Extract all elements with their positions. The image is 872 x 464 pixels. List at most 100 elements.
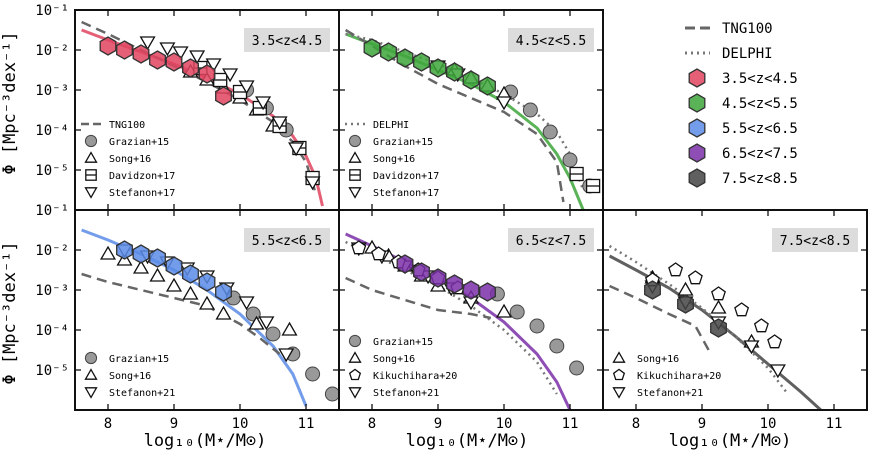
data-point — [198, 64, 216, 84]
data-point — [569, 166, 584, 182]
legend-label: Davidzon+17 — [109, 171, 175, 182]
data-point — [222, 68, 239, 83]
data-point — [132, 44, 150, 64]
x-axis-label-1: log₁₀(M⋆/M⊙) — [144, 431, 267, 451]
legend-entry: 6.5<z<7.5 — [688, 143, 798, 163]
y-tick-label: 10⁻¹ — [35, 203, 69, 219]
data-point — [238, 80, 255, 95]
panels: 10⁻¹ 10⁻² 10⁻³ 10⁻⁴ 10⁻⁵ 3.5<z<4.5 TNG100 Grazi… — [35, 3, 868, 432]
legend-hexagon — [688, 68, 706, 88]
data-point — [495, 303, 513, 318]
y-tick-label: 10⁻² — [35, 243, 69, 259]
data-point — [371, 246, 387, 261]
legend-marker — [612, 368, 626, 381]
data-point — [149, 50, 166, 70]
data-point — [182, 264, 199, 284]
data-point — [139, 36, 156, 51]
series-this-work — [396, 254, 496, 302]
data-point — [446, 62, 463, 82]
data-point — [549, 338, 565, 354]
legend-marker — [84, 351, 98, 365]
tng100-curve — [345, 276, 492, 320]
data-point — [479, 76, 496, 96]
data-point — [182, 285, 199, 300]
legend-marker — [84, 387, 98, 399]
data-point — [743, 340, 760, 355]
delphi-curve — [345, 240, 558, 395]
panel-3: 8 9 10 11 10⁻¹ 10⁻² 10⁻³ 10⁻⁴ 10⁻⁵ 5.5<z<6.5 Grazi… — [35, 203, 340, 432]
data-point — [281, 321, 298, 336]
plot-area — [81, 20, 324, 207]
x-tick-label: 11 — [298, 416, 315, 432]
series-this-work — [99, 36, 232, 106]
plot-area — [344, 232, 585, 410]
legend-label: DELPHI — [373, 120, 409, 131]
legend-label: Davidzon+17 — [373, 171, 439, 182]
data-point — [413, 262, 430, 282]
legend-marker — [612, 351, 626, 363]
legend-hexagon — [688, 118, 706, 138]
x-tick-label: 9 — [434, 416, 442, 432]
data-point — [99, 36, 117, 56]
series-this-work — [116, 240, 232, 302]
data-point — [753, 318, 769, 333]
data-point — [182, 58, 199, 78]
redshift-box — [244, 28, 330, 52]
legend-label: Song+16 — [109, 154, 151, 165]
series-song-16 — [99, 245, 298, 336]
plot-area — [608, 244, 822, 410]
data-point — [215, 282, 232, 302]
series-grazian-15 — [225, 290, 339, 402]
data-point — [462, 280, 480, 300]
series-this-work — [644, 280, 727, 338]
legend-marker — [348, 387, 362, 399]
x-tick-label: 10 — [760, 416, 777, 432]
legend-marker — [84, 368, 98, 380]
data-point — [446, 274, 463, 294]
data-point — [396, 48, 414, 68]
data-point — [258, 316, 275, 331]
legend-hexagon — [688, 143, 706, 163]
data-point — [495, 96, 513, 111]
legend-hexagon — [688, 168, 706, 188]
legend-label: Stefanon+21 — [637, 388, 703, 399]
legend-label: Song+16 — [637, 354, 679, 365]
legend-marker — [348, 134, 362, 148]
legend-label: Stefanon+17 — [373, 188, 439, 199]
data-point — [509, 304, 525, 320]
panel-legend: TNG100 Grazian+15 Song+16 Davidzon+17 Stefan… — [81, 120, 175, 199]
legend-label: Stefanon+21 — [109, 388, 175, 399]
tng100-curve — [344, 28, 565, 203]
panel-title: 6.5<z<7.5 — [516, 234, 586, 249]
data-point — [585, 178, 601, 194]
legend-marker — [348, 351, 362, 363]
legend-label: Kikuchihara+20 — [373, 371, 457, 382]
y-axis-label-top: Φ [Mpc⁻³dex⁻¹] — [0, 31, 20, 174]
legend-marker — [348, 187, 362, 199]
data-point — [668, 262, 684, 277]
panel-title: 3.5<z<4.5 — [252, 34, 322, 49]
data-point — [687, 270, 703, 285]
legend-marker — [84, 187, 98, 199]
panel-1: 10⁻¹ 10⁻² 10⁻³ 10⁻⁴ 10⁻⁵ 3.5<z<4.5 TNG100 Grazi… — [35, 3, 340, 211]
legend-label: TNG100 — [109, 120, 145, 131]
data-point — [165, 277, 183, 292]
y-axis-label-bottom: Φ [Mpc⁻³dex⁻¹] — [0, 241, 20, 384]
data-point — [189, 50, 206, 65]
data-point — [255, 96, 272, 111]
data-point — [288, 142, 305, 157]
data-point — [734, 302, 750, 317]
data-point — [677, 294, 694, 314]
data-point — [215, 305, 232, 320]
data-point — [132, 244, 150, 264]
plot-area — [81, 228, 339, 407]
panel-legend: Grazian+15 Song+16 Stefanon+21 — [84, 351, 175, 399]
legend-entry: 5.5<z<6.5 — [688, 118, 798, 138]
legend-label: 3.5<z<4.5 — [722, 71, 798, 87]
legend-marker — [84, 134, 98, 148]
legend-entry: 7.5<z<8.5 — [688, 168, 798, 188]
data-point — [132, 259, 150, 274]
data-point — [213, 72, 228, 88]
data-point — [238, 296, 255, 311]
